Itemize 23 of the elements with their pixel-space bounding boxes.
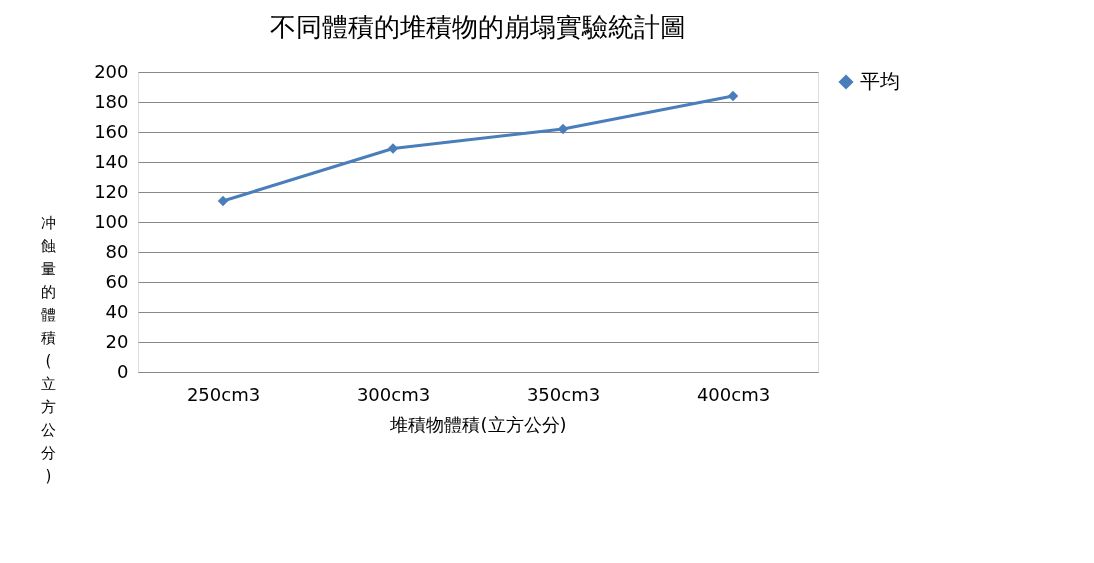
y-tick-label: 40: [105, 300, 129, 322]
x-tick-label: 400cm3: [696, 383, 771, 405]
y-tick-label: 140: [94, 150, 129, 172]
point: [727, 90, 739, 102]
y-tick-label: 180: [94, 90, 129, 112]
chart-title: 不同體積的堆積物的崩塌實驗統計圖: [270, 12, 686, 42]
point: [217, 195, 229, 207]
x-axis-title: 堆積物體積(立方公分): [389, 413, 567, 435]
y-tick-label: 60: [105, 270, 129, 292]
y-tick-label: 0: [117, 360, 129, 382]
x-tick-label: 300cm3: [356, 383, 431, 405]
y-tick-label: 80: [105, 240, 129, 262]
point: [387, 143, 399, 154]
x-tick-label: 250cm3: [186, 383, 261, 405]
y-tick-label: 100: [94, 210, 129, 232]
y-tick-label: 160: [94, 120, 129, 142]
point: [557, 123, 569, 135]
y-tick-label: 120: [94, 180, 129, 202]
y-tick-label: 20: [105, 330, 129, 352]
legend-label: 平均: [860, 69, 900, 93]
y-tick-label: 200: [94, 60, 129, 82]
text: 冲蝕量的體積(立方公分): [41, 213, 56, 485]
x-tick-label: 350cm3: [526, 383, 601, 405]
